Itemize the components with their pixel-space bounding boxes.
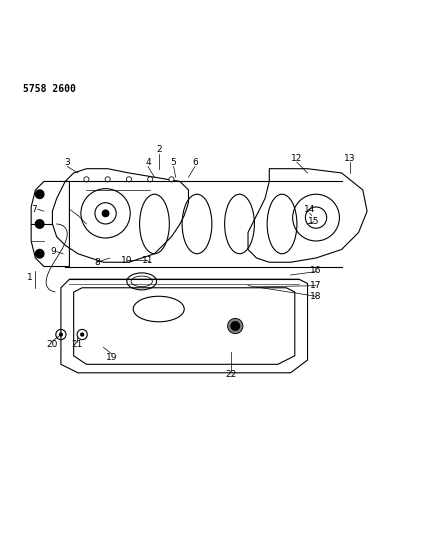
Text: 20: 20 bbox=[46, 340, 57, 349]
Text: 5758 2600: 5758 2600 bbox=[23, 84, 75, 94]
Circle shape bbox=[231, 322, 240, 330]
Text: 10: 10 bbox=[121, 256, 133, 264]
Text: 6: 6 bbox=[192, 158, 198, 167]
Circle shape bbox=[148, 177, 153, 182]
Circle shape bbox=[228, 318, 243, 334]
Circle shape bbox=[84, 177, 89, 182]
Circle shape bbox=[169, 177, 174, 182]
Circle shape bbox=[59, 333, 63, 337]
Text: 17: 17 bbox=[310, 281, 322, 290]
Text: 12: 12 bbox=[291, 154, 303, 163]
Text: 2: 2 bbox=[156, 145, 161, 154]
Text: 1: 1 bbox=[27, 273, 33, 281]
Text: 9: 9 bbox=[51, 247, 56, 256]
Text: 4: 4 bbox=[145, 158, 151, 167]
Text: 14: 14 bbox=[304, 205, 315, 214]
Text: 5: 5 bbox=[171, 158, 176, 167]
Text: 21: 21 bbox=[71, 340, 83, 349]
Circle shape bbox=[126, 177, 131, 182]
Circle shape bbox=[36, 190, 44, 198]
Circle shape bbox=[36, 249, 44, 258]
Text: 7: 7 bbox=[32, 205, 37, 214]
Text: 22: 22 bbox=[226, 369, 237, 378]
Circle shape bbox=[80, 333, 84, 337]
Circle shape bbox=[36, 220, 44, 228]
Text: 16: 16 bbox=[310, 266, 322, 275]
Circle shape bbox=[105, 177, 110, 182]
Circle shape bbox=[102, 210, 109, 217]
Text: 15: 15 bbox=[308, 217, 320, 227]
Text: 18: 18 bbox=[310, 292, 322, 301]
Text: 8: 8 bbox=[94, 258, 100, 266]
Text: 19: 19 bbox=[106, 352, 118, 361]
Text: 11: 11 bbox=[143, 256, 154, 264]
Text: 3: 3 bbox=[65, 158, 70, 167]
Text: 13: 13 bbox=[344, 154, 356, 163]
